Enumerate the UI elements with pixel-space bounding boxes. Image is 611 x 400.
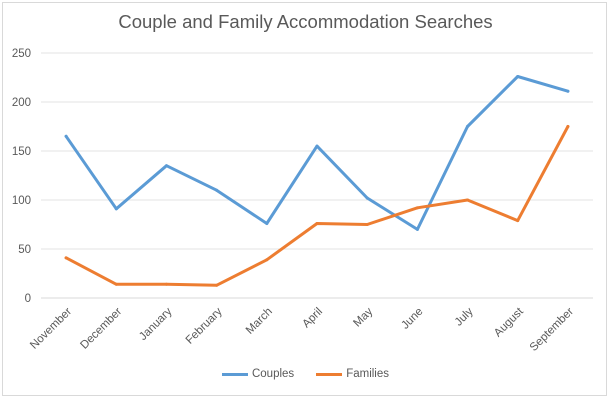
data-point-couples-may: [365, 196, 369, 200]
x-tick-label-july: July: [453, 305, 476, 328]
x-tick-label-april: April: [300, 306, 325, 331]
legend-item-couples: Couples: [221, 368, 295, 380]
data-point-families-december: [114, 282, 118, 286]
x-tick-label-january: January: [137, 305, 175, 343]
x-tick-label-february: February: [184, 305, 225, 346]
legend-label-families: Families: [346, 368, 389, 380]
data-point-couples-november: [64, 134, 68, 138]
data-point-couples-august: [516, 75, 520, 79]
data-point-families-july: [466, 198, 470, 202]
data-point-families-may: [365, 223, 369, 226]
legend-label-couples: Couples: [251, 368, 295, 380]
x-tick-label-may: May: [351, 305, 375, 329]
y-tick-label-0: 0: [25, 293, 31, 305]
data-point-families-february: [215, 283, 219, 287]
x-tick-label-august: August: [492, 305, 526, 339]
data-point-families-april: [315, 222, 319, 226]
x-tick-label-december: December: [78, 306, 124, 352]
data-point-couples-september: [566, 89, 570, 93]
data-point-families-november: [64, 256, 68, 260]
data-point-couples-april: [315, 144, 319, 148]
y-tick-label-150: 150: [12, 146, 31, 158]
legend-item-families: Families: [316, 368, 389, 380]
data-point-couples-december: [114, 207, 118, 211]
chart-title: Couple and Family Accommodation Searches: [118, 11, 493, 32]
data-point-families-march: [265, 258, 269, 262]
data-point-families-january: [164, 282, 168, 286]
chart-frame: [2, 2, 607, 396]
data-point-couples-january: [164, 164, 168, 168]
y-tick-label-200: 200: [12, 97, 31, 109]
y-tick-label-250: 250: [12, 48, 31, 60]
data-point-couples-july: [466, 125, 470, 128]
x-tick-label-september: September: [528, 306, 576, 354]
data-point-families-june: [415, 206, 419, 210]
x-tick-label-june: June: [399, 306, 425, 332]
legend-swatch-families: [316, 372, 343, 376]
data-point-couples-march: [265, 222, 269, 226]
data-point-families-august: [516, 219, 520, 223]
legend: Couples Families: [0, 364, 611, 384]
series-line-families: [64, 125, 570, 287]
series-line-couples: [64, 75, 570, 231]
y-tick-label-100: 100: [12, 195, 31, 207]
data-point-couples-february: [215, 188, 219, 192]
y-tick-label-50: 50: [18, 244, 31, 256]
data-point-couples-june: [415, 227, 419, 231]
x-tick-label-march: March: [244, 306, 275, 337]
data-point-families-september: [566, 125, 570, 128]
legend-swatch-couples: [221, 372, 248, 376]
x-tick-label-november: November: [28, 306, 74, 352]
